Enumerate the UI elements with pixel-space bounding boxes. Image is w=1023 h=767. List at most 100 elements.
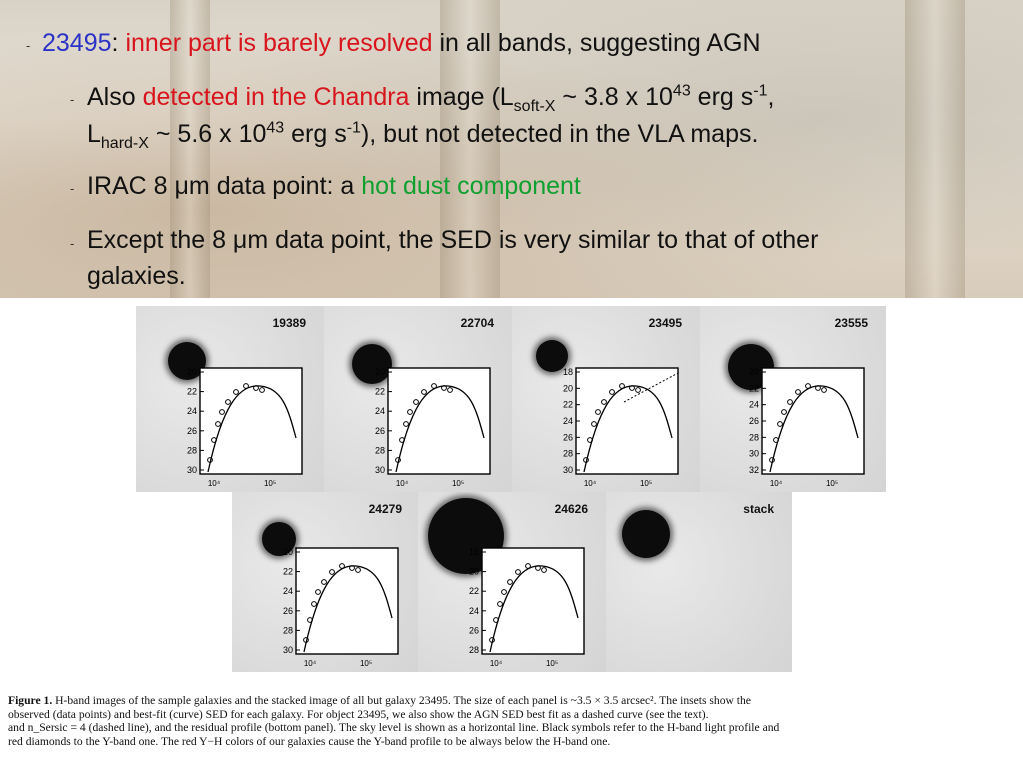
galaxy-image [262,522,296,556]
sed-data-point [769,457,775,463]
x-tick-label: 10⁴ [770,479,783,488]
y-tick-label: 26 [375,426,385,436]
y-tick-label: 20 [187,367,197,377]
sed-inset-plot: 20 22 24 26 28 30 10⁴ 10⁵ [187,367,303,488]
sed-data-point [635,387,641,393]
sed-data-point [329,569,335,575]
galaxy-panel: stack [606,492,792,672]
agn-fit-curve [623,371,681,403]
y-tick-label: 30 [187,465,197,475]
sed-data-point [815,385,821,391]
bullet-chandra: Also detected in the Chandra image (Lsof… [87,80,775,115]
subscript: soft-X [513,98,556,115]
superscript: -1 [346,119,361,137]
sed-data-point [431,383,437,389]
sed-data-point [421,389,427,395]
y-tick-label: 24 [283,586,293,596]
best-fit-curve [489,565,579,653]
sed-data-point [211,437,217,443]
x-tick-label: 10⁵ [640,479,652,488]
caption-line: observed (data points) and best-fit (cur… [8,707,709,721]
sed-data-point [601,399,607,405]
galaxy-image [622,510,670,558]
sed-data-point [541,567,547,573]
highlight-hot-dust: hot dust component [361,172,581,200]
bullet-agn: 23495: inner part is barely resolved in … [42,26,761,60]
x-tick-label: 10⁴ [490,659,503,668]
x-tick-label: 10⁵ [826,479,838,488]
galaxy-panel: 23495 18 20 22 24 26 28 30 10⁴ 10⁵ [512,306,700,492]
bullet-text: , [767,83,775,111]
sed-data-point [395,457,401,463]
bullet-text: in all bands, suggesting AGN [439,29,761,57]
plot-frame [761,367,865,475]
bullet-irac: IRAC 8 μm data point: a hot dust compone… [87,169,581,203]
y-tick-label: 24 [375,406,385,416]
x-tick-label: 10⁴ [208,479,221,488]
bullet-text: ~ 5.6 x 10 [148,120,267,148]
sed-data-point [349,565,355,571]
panel-title: 23555 [834,316,868,330]
y-tick-label: 26 [749,416,759,426]
bullet-sed-line2: galaxies. [87,259,186,293]
slide-background [0,0,1023,298]
galaxy-panel: 24279 20 22 24 26 28 30 10⁴ 10⁵ [232,492,420,672]
superscript: -1 [753,82,768,100]
galaxy-id: 23495 [42,29,112,57]
sed-data-point [525,563,531,569]
bullet-text: L [87,120,101,148]
y-tick-label: 24 [187,406,197,416]
highlight-resolved: inner part is barely resolved [125,29,433,57]
sed-inset-plot: 20 22 24 26 28 30 32 10⁴ 10⁵ [749,367,865,488]
y-tick-label: 28 [469,645,479,655]
best-fit-curve [303,565,393,653]
sed-inset-plot: 20 22 24 26 28 30 10⁴ 10⁵ [375,367,491,488]
sed-data-point [225,399,231,405]
y-tick-label: 28 [563,449,573,459]
sed-data-point [311,601,317,607]
y-tick-label: 18 [469,547,479,557]
sed-data-point [535,565,541,571]
bullet-dash: - [26,38,31,53]
sed-data-point [413,399,419,405]
y-tick-label: 22 [563,400,573,410]
sed-data-point [407,409,413,415]
panel-title: 22704 [460,316,494,330]
y-tick-label: 28 [283,625,293,635]
bullet-text: ), but not detected in the VLA maps. [360,120,759,148]
sed-data-point [773,437,779,443]
sed-data-point [619,383,625,389]
bullet-text: galaxies. [87,262,186,290]
sed-data-point [339,563,345,569]
y-tick-label: 30 [563,465,573,475]
best-fit-curve [769,385,859,473]
sed-data-point [321,579,327,585]
galaxy-panel: 22704 20 22 24 26 28 30 10⁴ 10⁵ [324,306,512,492]
slide-bullets: - 23495: inner part is barely resolved i… [0,0,1023,298]
sed-data-point [805,383,811,389]
sed-data-point [507,579,513,585]
panel-title: stack [743,502,774,516]
sed-data-point [787,399,793,405]
x-tick-label: 10⁵ [264,479,276,488]
y-tick-label: 20 [749,367,759,377]
figure-caption: Figure 1. H-band images of the sample ga… [8,694,1020,748]
y-tick-label: 30 [283,645,293,655]
figure: 19389 20 22 24 26 28 30 10⁴ 10⁵ 22704 20 22 24 26 28 30… [0,298,1023,767]
subscript: hard-X [100,135,149,152]
x-tick-label: 10⁴ [304,659,317,668]
y-tick-label: 24 [563,416,573,426]
plot-frame [481,547,585,655]
y-tick-label: 22 [187,387,197,397]
highlight-chandra: detected in the Chandra [142,83,410,111]
y-tick-label: 22 [375,387,385,397]
best-fit-curve [395,385,485,473]
y-tick-label: 18 [563,367,573,377]
caption-line: and n_Sersic = 4 (dashed line), and the … [8,721,780,735]
y-tick-label: 26 [563,432,573,442]
y-tick-label: 30 [375,465,385,475]
best-fit-curve [207,385,297,473]
panel-title: 23495 [648,316,682,330]
sed-data-point [215,421,221,427]
colon: : [111,29,119,57]
